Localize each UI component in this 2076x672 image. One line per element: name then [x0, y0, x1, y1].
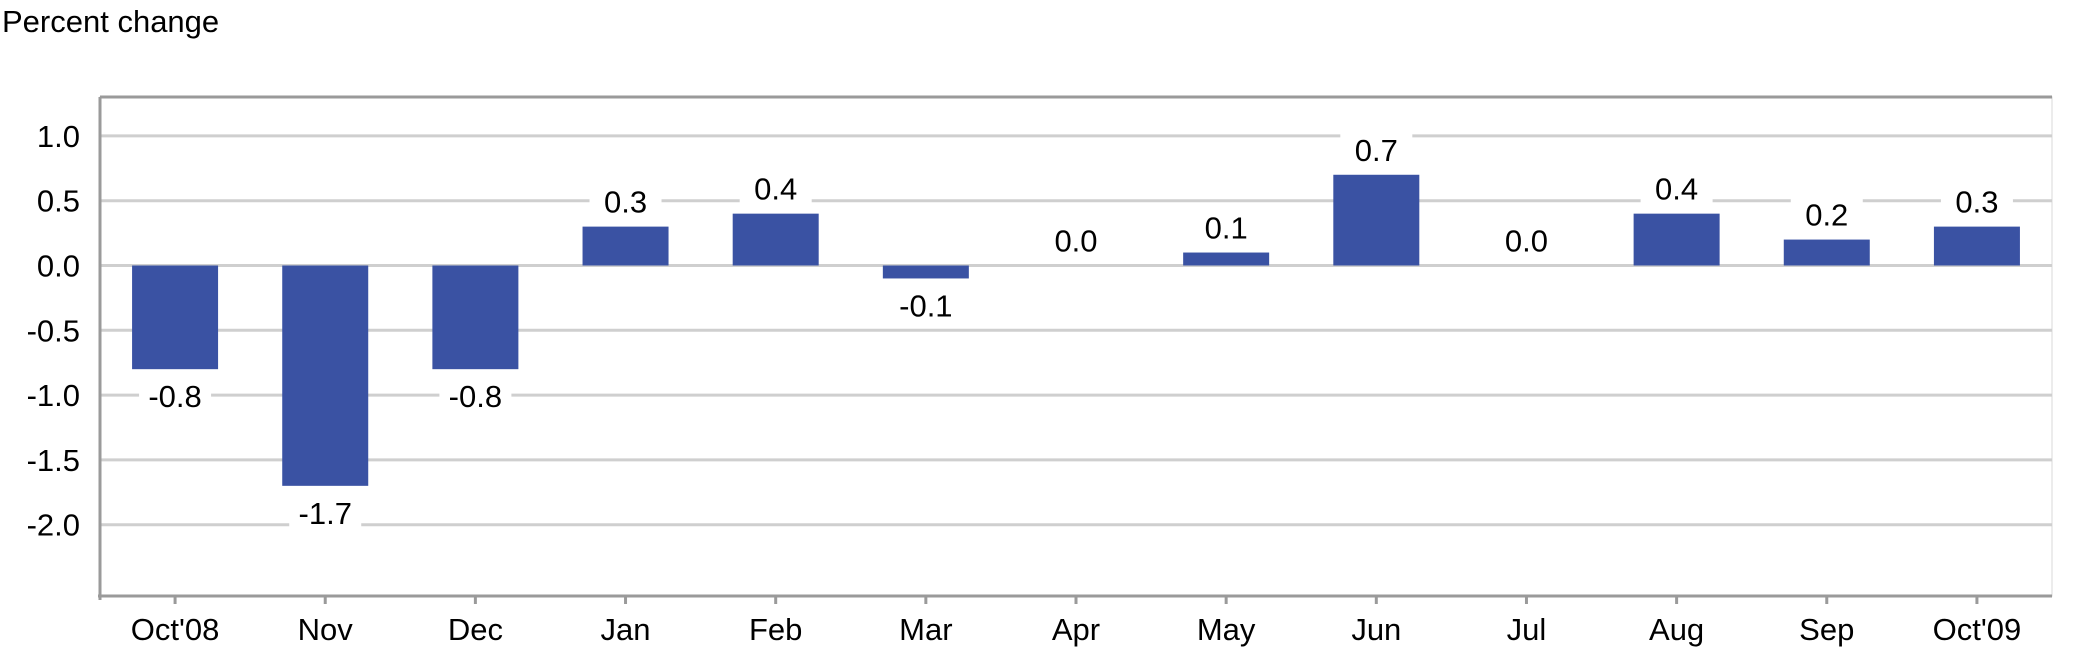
data-label-background — [439, 379, 512, 418]
data-label: 0.3 — [604, 185, 647, 220]
bar — [132, 265, 219, 370]
data-label-background — [739, 171, 812, 210]
bar — [732, 213, 819, 266]
bar — [1183, 252, 1270, 266]
y-tick-label: -1.0 — [27, 378, 80, 413]
data-label-background — [1790, 197, 1863, 236]
y-tick-label: 0.0 — [37, 248, 80, 283]
data-label: 0.7 — [1355, 133, 1398, 168]
y-tick-label: -2.0 — [27, 508, 80, 543]
data-label: 0.1 — [1205, 211, 1248, 246]
data-label-background — [1340, 132, 1413, 171]
bar — [1783, 239, 1870, 266]
bar — [1633, 213, 1720, 266]
data-label: -0.8 — [449, 379, 502, 414]
y-tick-label: 0.5 — [37, 184, 80, 219]
bar — [432, 265, 519, 370]
x-tick-label: Sep — [1799, 612, 1854, 647]
x-tick-label: Dec — [448, 612, 503, 647]
x-tick-label: Jul — [1507, 612, 1547, 647]
data-label: 0.4 — [754, 172, 797, 207]
data-label-background — [1490, 223, 1563, 262]
bar — [1933, 226, 2020, 266]
x-tick-label: Apr — [1052, 612, 1100, 647]
data-label-background — [1040, 223, 1112, 262]
data-label: 0.0 — [1505, 223, 1548, 258]
bar — [582, 226, 669, 266]
data-label: -0.8 — [148, 379, 201, 414]
x-tick-label: Feb — [749, 612, 802, 647]
x-tick-label: Oct'08 — [131, 612, 220, 647]
data-label: 0.0 — [1054, 223, 1097, 258]
x-tick-label: May — [1197, 612, 1256, 647]
data-label: -0.1 — [899, 288, 952, 323]
x-tick-label: Aug — [1649, 612, 1704, 647]
y-tick-label: -0.5 — [27, 313, 80, 348]
data-label: 0.3 — [1955, 185, 1998, 220]
x-tick-label: Nov — [298, 612, 354, 647]
data-label-background — [589, 184, 662, 223]
y-tick-label: -1.5 — [27, 443, 80, 478]
y-tick-label: 1.0 — [37, 119, 80, 154]
data-label: -1.7 — [299, 496, 352, 531]
data-label-background — [1190, 210, 1263, 249]
y-axis-label: Percent change — [2, 4, 220, 39]
bar — [1333, 174, 1420, 266]
bar — [882, 265, 969, 279]
data-label-background — [289, 495, 362, 534]
x-tick-label: Jan — [601, 612, 651, 647]
x-tick-label: Oct'09 — [1933, 612, 2022, 647]
x-tick-label: Jun — [1351, 612, 1401, 647]
data-label-background — [1640, 171, 1713, 210]
data-label-background — [889, 288, 962, 327]
bar — [282, 265, 369, 486]
x-tick-label: Mar — [899, 612, 952, 647]
data-label: 0.4 — [1655, 172, 1698, 207]
plot-area — [99, 96, 2053, 597]
data-label-background — [1940, 184, 2013, 223]
data-label-background — [139, 379, 212, 418]
data-label: 0.2 — [1805, 198, 1848, 233]
